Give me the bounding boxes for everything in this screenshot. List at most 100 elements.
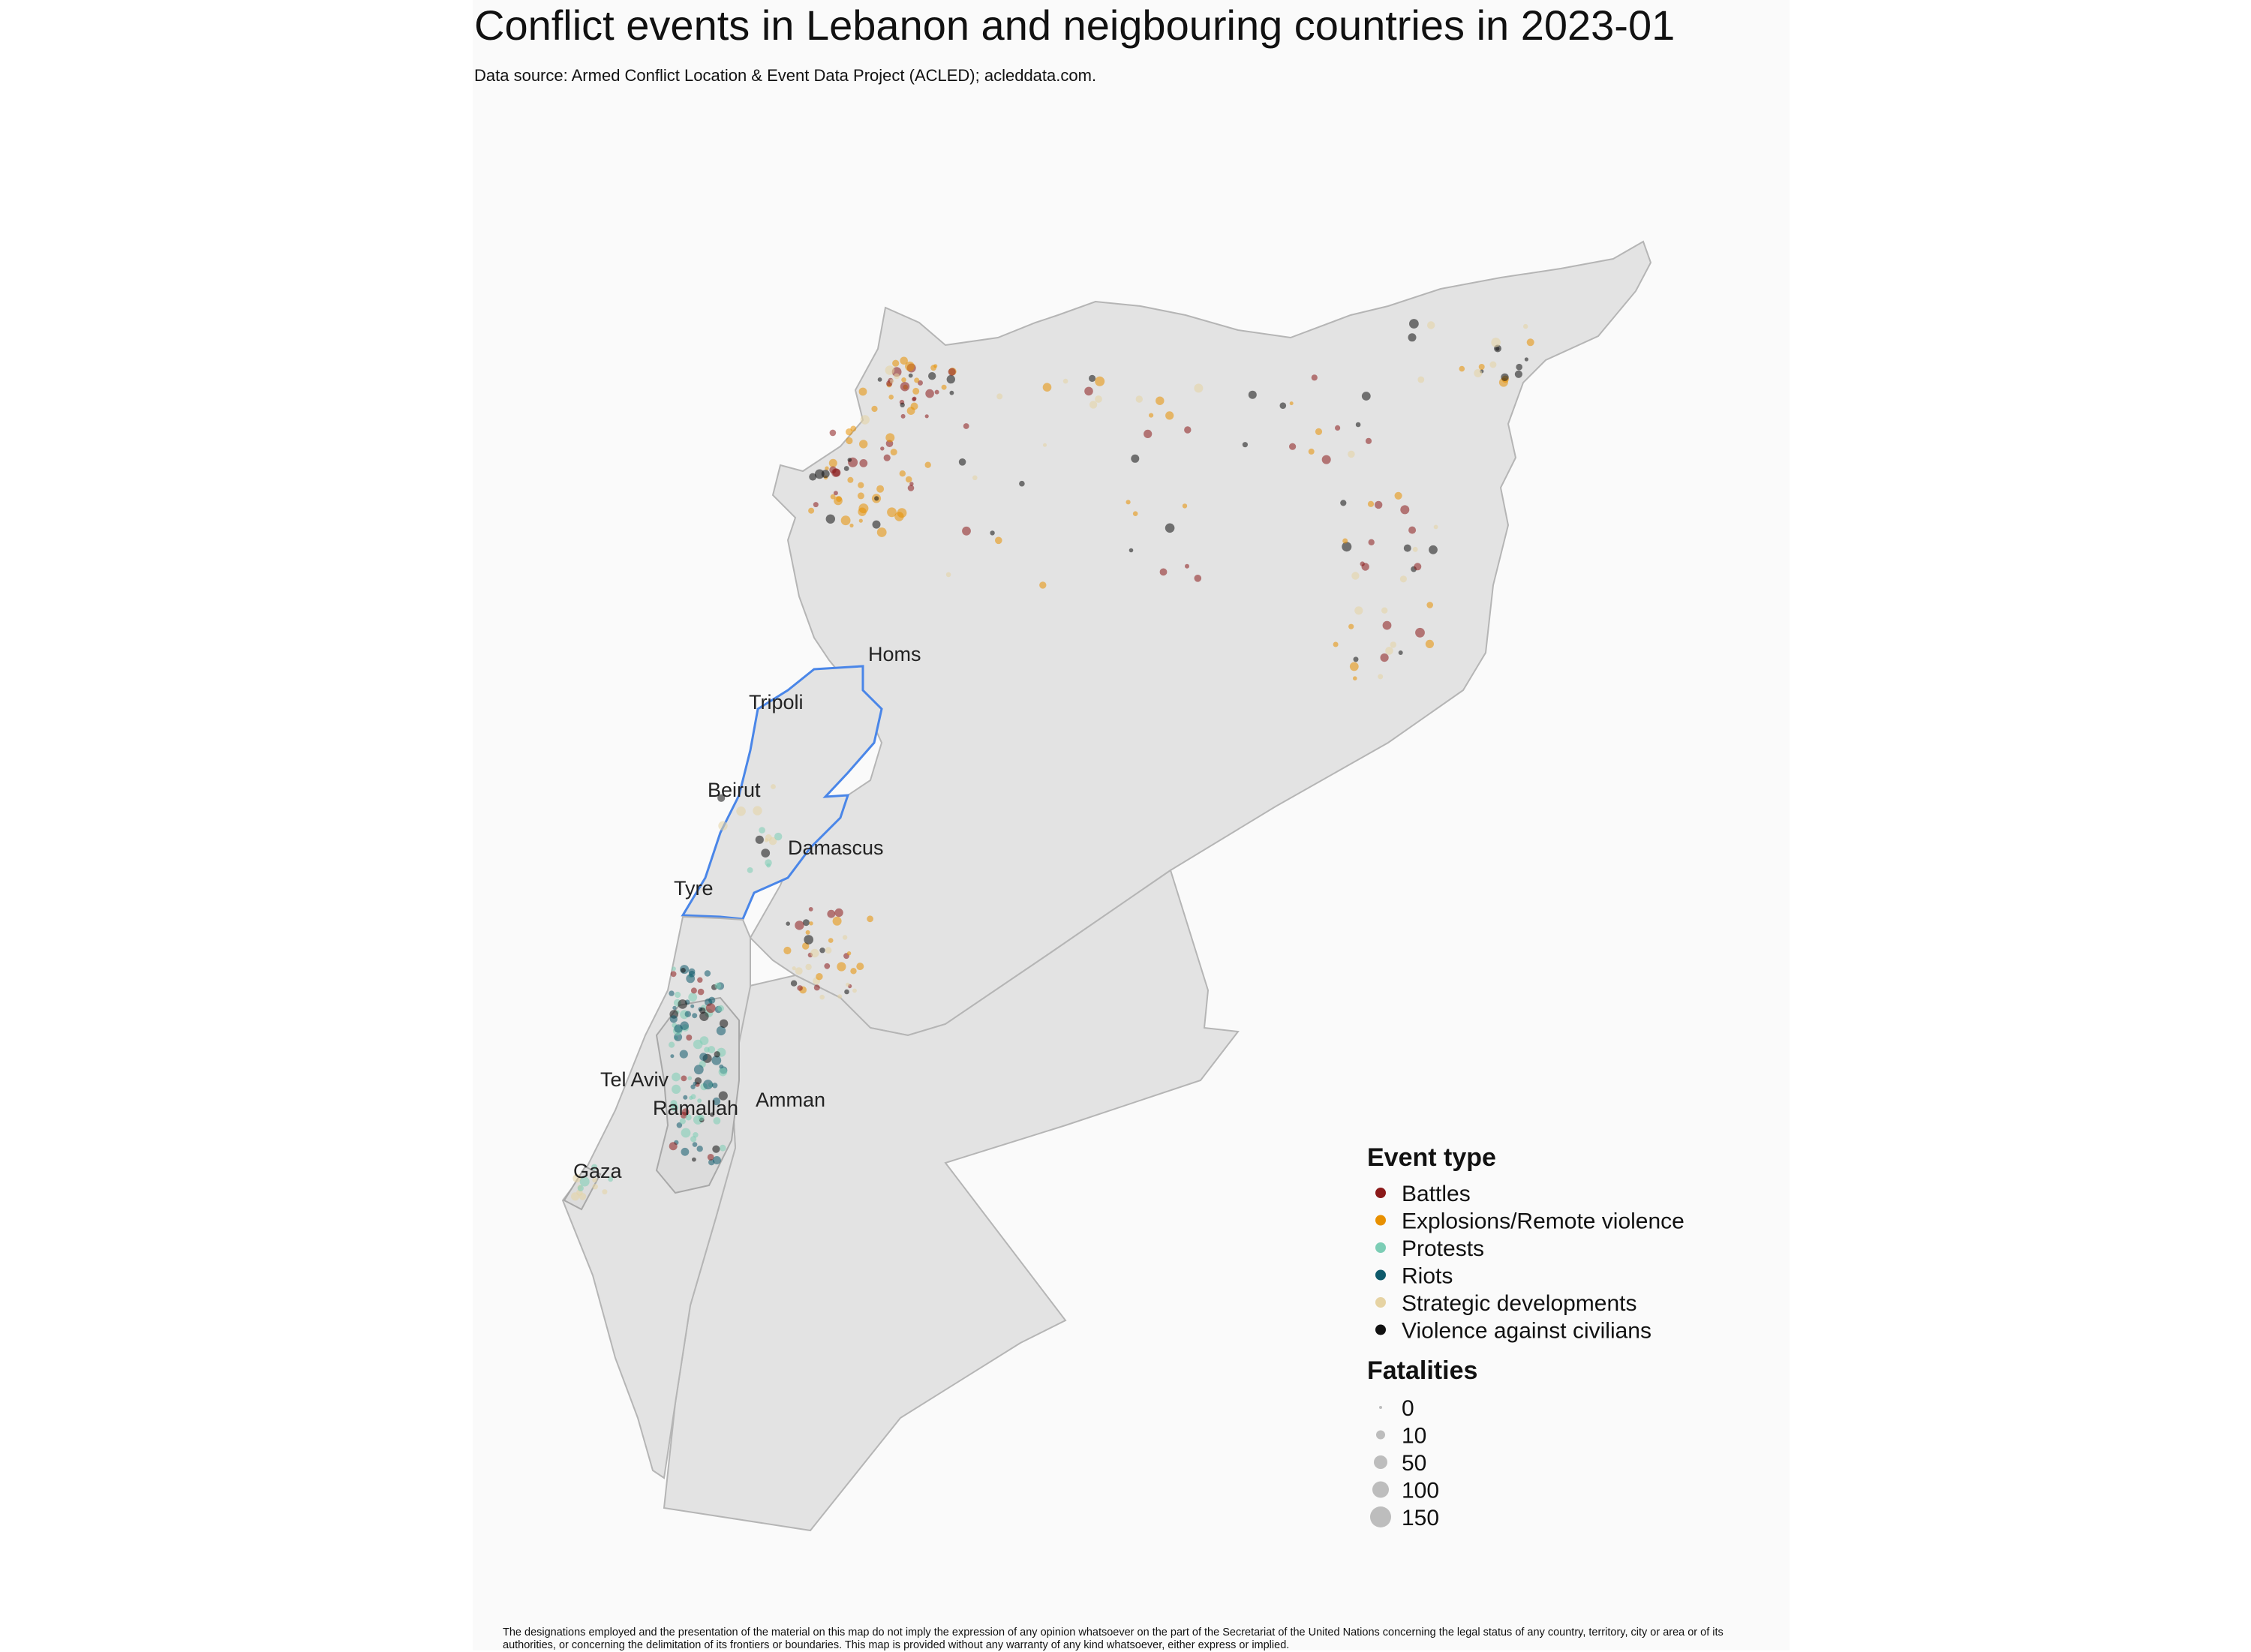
event-point bbox=[996, 393, 1003, 400]
event-point bbox=[857, 492, 864, 500]
event-point bbox=[1523, 323, 1528, 329]
event-point bbox=[859, 459, 868, 467]
event-point bbox=[1159, 568, 1168, 576]
event-point bbox=[1351, 572, 1360, 580]
event-point bbox=[686, 1035, 693, 1041]
event-point bbox=[1084, 386, 1093, 396]
event-point bbox=[670, 1054, 675, 1059]
event-point bbox=[918, 380, 923, 386]
event-point bbox=[771, 784, 776, 789]
map-subtitle: Data source: Armed Conflict Location & E… bbox=[474, 66, 1097, 85]
event-point bbox=[753, 806, 762, 815]
event-point bbox=[1194, 383, 1204, 393]
event-point bbox=[692, 1157, 696, 1162]
event-point bbox=[825, 514, 836, 524]
event-point bbox=[829, 429, 837, 437]
city-label-tripoli: Tripoli bbox=[749, 691, 804, 713]
event-point bbox=[825, 947, 832, 954]
event-point bbox=[834, 908, 843, 918]
event-point bbox=[808, 907, 813, 912]
event-point bbox=[592, 1177, 597, 1183]
event-point bbox=[714, 982, 722, 990]
event-point bbox=[1415, 627, 1425, 638]
event-point bbox=[1342, 542, 1352, 552]
event-point bbox=[928, 372, 936, 380]
event-point bbox=[690, 1136, 697, 1143]
event-point bbox=[592, 1184, 598, 1190]
event-point bbox=[669, 1041, 675, 1048]
event-point bbox=[867, 915, 873, 923]
event-point bbox=[718, 821, 728, 831]
event-point bbox=[1126, 500, 1131, 505]
event-point bbox=[699, 1011, 709, 1022]
city-label-tyre: Tyre bbox=[674, 877, 714, 900]
event-point bbox=[900, 356, 908, 365]
event-point bbox=[1348, 623, 1354, 629]
event-point bbox=[717, 1005, 724, 1012]
event-point bbox=[696, 1146, 703, 1152]
event-point bbox=[1414, 563, 1422, 571]
event-point bbox=[905, 361, 915, 371]
event-point bbox=[856, 963, 864, 971]
event-point bbox=[909, 482, 914, 486]
event-point bbox=[843, 466, 849, 471]
event-point bbox=[889, 379, 894, 384]
event-point bbox=[1382, 620, 1392, 630]
event-point bbox=[924, 414, 929, 419]
event-point bbox=[759, 827, 765, 834]
event-point bbox=[1095, 376, 1105, 386]
event-point bbox=[1184, 426, 1192, 434]
event-point bbox=[1501, 373, 1509, 381]
event-point bbox=[1459, 365, 1465, 372]
legend-size-swatch bbox=[1374, 1455, 1387, 1469]
event-point bbox=[1182, 503, 1188, 509]
event-point bbox=[697, 977, 703, 983]
event-point bbox=[885, 433, 895, 443]
event-point bbox=[1524, 357, 1528, 362]
event-point bbox=[1353, 676, 1357, 680]
event-point bbox=[792, 966, 796, 971]
legend-fatalities-label: 100 bbox=[1402, 1479, 1439, 1503]
event-point bbox=[579, 1193, 587, 1200]
event-point bbox=[678, 999, 687, 1009]
event-point bbox=[1062, 378, 1068, 384]
event-point bbox=[765, 834, 772, 841]
event-point bbox=[712, 1145, 720, 1153]
event-point bbox=[681, 968, 686, 973]
event-point bbox=[901, 377, 906, 383]
event-point bbox=[847, 476, 854, 483]
legend-title-event-type: Event type bbox=[1367, 1143, 1496, 1172]
event-point bbox=[925, 389, 934, 398]
event-point bbox=[765, 859, 772, 867]
event-point bbox=[827, 909, 836, 918]
event-point bbox=[804, 935, 813, 945]
event-point bbox=[859, 440, 868, 449]
event-point bbox=[846, 982, 850, 987]
event-point bbox=[1311, 374, 1318, 381]
event-point bbox=[810, 948, 819, 958]
event-point bbox=[900, 402, 905, 407]
event-point bbox=[1289, 443, 1297, 450]
legend-swatch bbox=[1375, 1324, 1386, 1335]
event-point bbox=[990, 530, 995, 536]
event-point bbox=[850, 968, 857, 975]
event-point bbox=[692, 1013, 698, 1019]
event-point bbox=[900, 382, 910, 392]
event-point bbox=[1165, 523, 1175, 533]
event-point bbox=[688, 993, 698, 1002]
event-point bbox=[941, 384, 947, 390]
event-point bbox=[761, 849, 771, 858]
event-point bbox=[705, 1003, 716, 1014]
event-point bbox=[712, 1083, 718, 1089]
event-point bbox=[887, 507, 897, 518]
event-point bbox=[1378, 674, 1384, 680]
event-point bbox=[880, 446, 885, 451]
event-point bbox=[672, 966, 676, 972]
event-point bbox=[685, 1114, 692, 1121]
event-point bbox=[1491, 338, 1501, 347]
event-point bbox=[690, 1084, 696, 1089]
event-point bbox=[681, 1147, 690, 1156]
event-point bbox=[858, 482, 864, 488]
event-point bbox=[1385, 647, 1393, 655]
